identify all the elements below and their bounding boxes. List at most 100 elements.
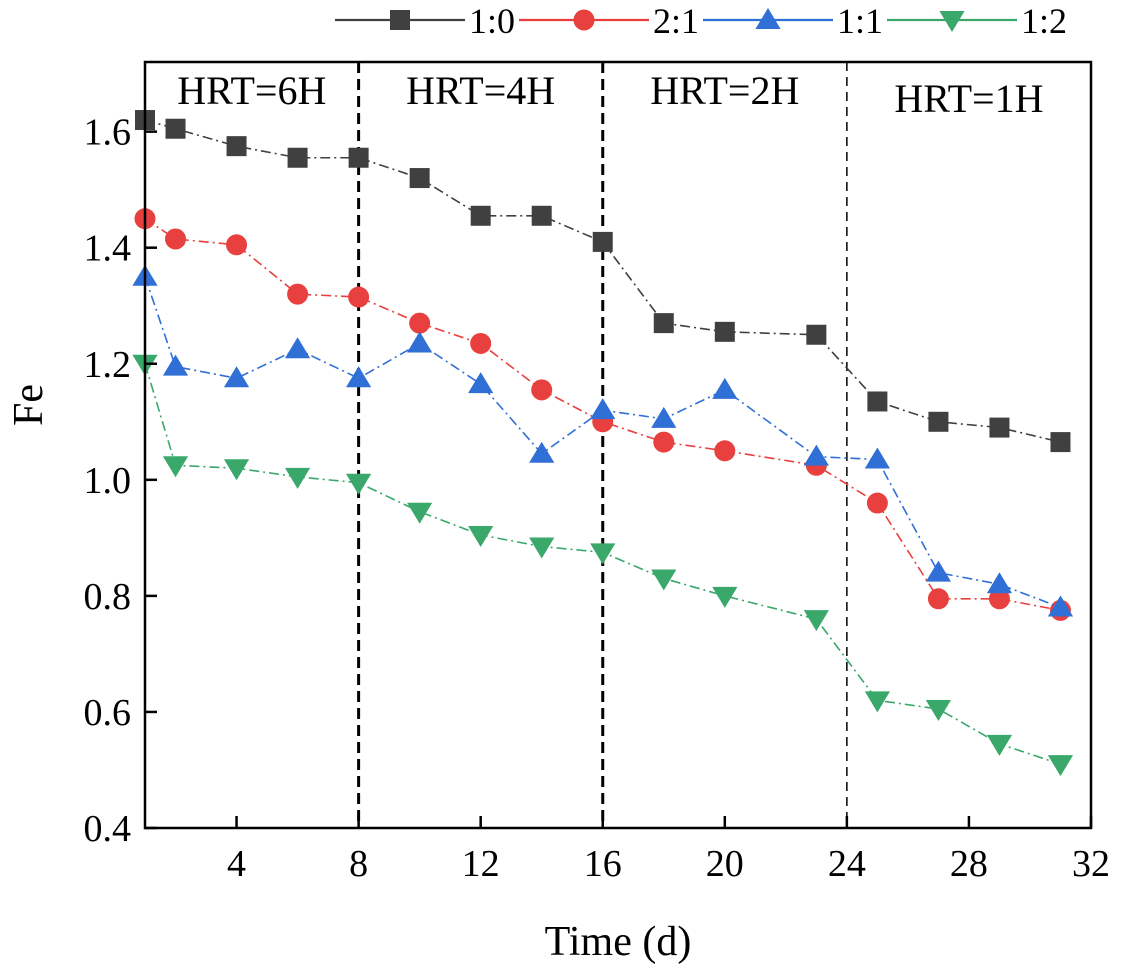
legend-marker: [390, 10, 410, 30]
y-axis-title: Fe: [6, 384, 52, 426]
region-label: HRT=4H: [406, 68, 555, 113]
data-point: [287, 147, 308, 168]
series-line: [144, 276, 1061, 609]
data-point: [165, 118, 186, 139]
plot-frame: [143, 60, 1093, 830]
data-point: [928, 411, 949, 432]
data-point: [529, 537, 555, 559]
data-point: [529, 441, 555, 463]
region-label: HRT=2H: [650, 68, 799, 113]
series-line: [144, 363, 1061, 765]
data-point: [592, 231, 613, 252]
data-point: [590, 543, 616, 565]
data-point: [1047, 595, 1074, 617]
data-series: [132, 110, 1074, 777]
x-tick-label: 24: [828, 843, 866, 885]
data-point: [407, 331, 433, 353]
axes: 4 8 12 16 20 24 28 32 0.4 0.6 0.8 1.0 1.2 1.4 1.6: [84, 112, 1111, 885]
data-point: [806, 324, 827, 345]
legend-label: 1:0: [469, 1, 515, 41]
x-tick-label: 32: [1072, 843, 1110, 885]
x-tick-label: 12: [462, 843, 500, 885]
data-point: [714, 321, 735, 342]
series-line: [144, 218, 1061, 612]
data-point: [409, 168, 430, 189]
data-point: [162, 354, 189, 376]
region-label: HRT=1H: [894, 76, 1043, 121]
data-point: [651, 569, 677, 591]
data-point: [165, 228, 187, 250]
legend: 1:0 2:1 1:1 1:2: [335, 1, 1067, 41]
y-tick-label: 1.0: [84, 460, 132, 502]
x-tick-label: 20: [706, 843, 744, 885]
legend-item-1-0: 1:0: [335, 1, 515, 41]
legend-item-1-2: 1:2: [887, 1, 1067, 41]
series-line: [144, 119, 1061, 443]
data-point: [409, 312, 431, 334]
y-tick-label: 1.4: [84, 228, 132, 270]
data-point: [653, 313, 674, 334]
x-tick-label: 8: [349, 843, 368, 885]
x-axis-title: Time (d): [545, 919, 692, 965]
data-point: [226, 136, 247, 157]
series-1-1: [132, 264, 1074, 617]
data-point: [988, 588, 1010, 610]
y-tick-label: 0.6: [84, 692, 132, 734]
data-point: [287, 283, 309, 305]
data-point: [284, 467, 311, 489]
x-tick-label: 28: [950, 843, 988, 885]
data-point: [986, 572, 1013, 594]
data-point: [531, 379, 553, 401]
data-point: [925, 700, 952, 722]
data-point: [348, 147, 369, 168]
data-point: [864, 691, 890, 713]
x-tick-label: 16: [584, 843, 622, 885]
data-point: [1050, 432, 1071, 453]
hrt-regions: HRT=6H HRT=4H HRT=2H HRT=1H: [177, 62, 1043, 828]
legend-label: 1:2: [1021, 1, 1067, 41]
data-point: [925, 560, 952, 582]
data-point: [714, 440, 736, 462]
data-point: [407, 502, 433, 524]
x-tick-label: 4: [227, 843, 246, 885]
data-point: [803, 444, 829, 466]
legend-marker: [573, 9, 595, 31]
data-point: [651, 406, 677, 428]
legend-label: 1:1: [837, 1, 883, 41]
legend-label: 2:1: [653, 1, 699, 41]
data-point: [986, 734, 1013, 756]
data-point: [867, 391, 888, 412]
data-point: [346, 366, 372, 388]
data-point: [712, 586, 738, 608]
data-point: [1047, 755, 1074, 777]
data-point: [470, 332, 492, 354]
data-point: [866, 492, 888, 514]
legend-marker: [939, 11, 965, 32]
data-point: [531, 205, 552, 226]
legend-marker: [755, 8, 781, 29]
data-point: [927, 588, 949, 610]
data-point: [223, 459, 250, 481]
region-label: HRT=6H: [177, 68, 326, 113]
data-point: [864, 447, 890, 469]
data-point: [470, 205, 491, 226]
data-point: [226, 234, 248, 256]
data-point: [223, 366, 250, 388]
y-tick-label: 1.2: [84, 344, 132, 386]
data-point: [590, 398, 616, 420]
series-1-2: [132, 354, 1074, 777]
legend-item-2-1: 2:1: [519, 1, 699, 41]
data-point: [468, 525, 494, 547]
data-point: [346, 473, 372, 495]
y-tick-label: 0.8: [84, 576, 132, 618]
y-tick-label: 0.4: [84, 808, 132, 850]
data-point: [803, 610, 829, 632]
data-point: [162, 456, 189, 478]
data-point: [653, 431, 675, 453]
data-point: [468, 372, 494, 394]
data-point: [712, 377, 738, 399]
data-point: [284, 337, 311, 359]
legend-item-1-1: 1:1: [703, 1, 883, 41]
y-tick-label: 1.6: [84, 112, 132, 154]
